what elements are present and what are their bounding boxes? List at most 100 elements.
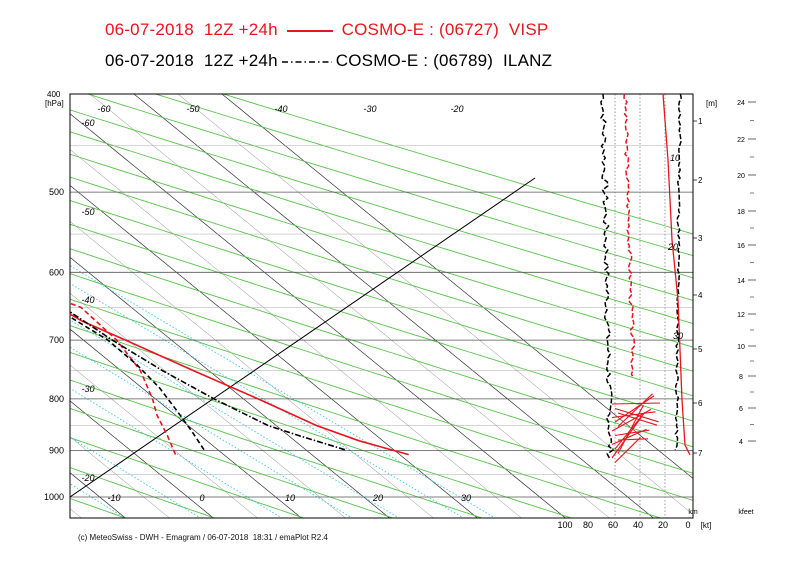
sounding-curves (70, 302, 409, 456)
wind-barb-visp (617, 404, 644, 454)
wind-barb-visp (614, 395, 655, 423)
mixing-ratio-line (70, 319, 400, 518)
title-station: ILANZ (503, 51, 553, 70)
background-grid (0, 71, 693, 519)
skew-temperature-label: -20 (450, 104, 463, 114)
wind-speed-visp (662, 93, 691, 456)
temperature-tick-label: 20 (372, 493, 383, 503)
temperature-tick-label: -10 (107, 493, 120, 503)
wind-tick-label: 0 (685, 520, 690, 530)
wind-axis-unit: [kt] (701, 521, 712, 530)
title-line-visp: 06-07-2018 12Z +24h COSMO-E : (06727) VI… (105, 20, 548, 40)
wind-tick-label: 100 (557, 520, 572, 530)
height-tick-label: 2 (698, 176, 703, 185)
mixing-ratio-line (70, 387, 283, 518)
dry-adiabat-line (0, 71, 37, 518)
kfeet-tick-label: 6 (739, 406, 743, 413)
pressure-tick-label: 700 (49, 335, 64, 345)
pressure-tick-label: 900 (49, 446, 64, 456)
isotherm-line (70, 364, 258, 518)
pressure-tick-label: 1000 (44, 492, 64, 502)
title-run: 12Z +24h (203, 20, 278, 39)
skew-temperature-label: -60 (81, 118, 94, 128)
wind-barb-visp (614, 429, 650, 437)
title-date: 06-07-2018 (105, 51, 194, 70)
kfeet-axis-label: kfeet (738, 509, 753, 516)
title-station: VISP (508, 20, 549, 39)
isotherm-line (70, 508, 82, 518)
kfeet-tick-label: 14 (737, 278, 745, 285)
mixing-ratio-line (70, 436, 202, 518)
wind-tick-label: 60 (608, 520, 618, 530)
wind-tick-label: 40 (633, 520, 643, 530)
height-tick-label: 4 (698, 291, 703, 300)
pressure-tick-label: 500 (49, 187, 64, 197)
dry-adiabat-line (70, 467, 216, 518)
skew-temperature-label: -60 (97, 104, 110, 114)
wind-barb-visp (614, 437, 641, 463)
isotherm-line (0, 94, 37, 518)
pressure-axis-unit-top: 400 (47, 90, 61, 99)
isotherm-line (70, 113, 566, 518)
wind-barb-visp (611, 415, 643, 459)
dry-adiabat-line (70, 223, 693, 422)
height-axis-km-label: km (688, 509, 698, 516)
pressure-axis-unit: [hPa] (45, 99, 64, 108)
wind-barb-visp (611, 411, 656, 419)
plot-frame (69, 93, 694, 519)
title-date: 06-07-2018 (105, 20, 194, 39)
isotherm-line (70, 185, 478, 518)
dry-adiabat-line (153, 94, 693, 257)
dry-adiabat-line (70, 153, 693, 348)
mixing-ratio-label: 10 (670, 153, 680, 163)
height-tick-label: 6 (698, 399, 703, 408)
title-model: COSMO-E : (06789) (335, 51, 494, 70)
kfeet-tick-label: 24 (737, 100, 745, 107)
dry-adiabat-line (70, 199, 693, 397)
isotherm-line (70, 149, 522, 518)
height-tick-label: 5 (698, 345, 703, 354)
title-model: COSMO-E : (06727) (341, 20, 500, 39)
title-run: 12Z +24h (203, 51, 278, 70)
dry-adiabat-line (70, 109, 693, 301)
wind-profile (600, 93, 691, 463)
title-line-ilanz: 06-07-2018 12Z +24h COSMO-E : (06789) ILA… (105, 51, 552, 71)
isotherm-line (70, 221, 434, 518)
pressure-tick-label: 600 (49, 267, 64, 277)
isotherm-line (177, 94, 693, 515)
dry-adiabat-line (70, 176, 693, 372)
mixing-ratio-label: 30 (673, 331, 683, 341)
skew-temperature-label: -50 (186, 104, 199, 114)
temperature-tick-label: 30 (461, 493, 471, 503)
skew-temperature-label: -20 (81, 473, 94, 483)
height-tick-label: 3 (698, 234, 703, 243)
dry-adiabat-line (221, 94, 693, 235)
mixing-ratio-line (70, 265, 496, 518)
wind-barb-visp (611, 428, 647, 446)
dry-adiabat-line (70, 351, 573, 518)
legend-solid-line-sample (286, 29, 333, 32)
isotherm-line (70, 328, 302, 518)
skew-temperature-label: -50 (81, 207, 94, 217)
height-axis-unit: [m] (706, 99, 717, 108)
kfeet-tick-label: 18 (737, 209, 745, 216)
skew-temperature-label: -40 (81, 295, 94, 305)
dry-adiabat-line (86, 94, 693, 279)
isotherm-line (70, 256, 390, 518)
dry-adiabat-line (70, 379, 484, 518)
footer-credit: (c) MeteoSwiss - DWH - Emagram / 06-07-2… (78, 533, 328, 542)
isotherm-line (221, 94, 693, 479)
mixing-ratio-line (0, 83, 55, 519)
kfeet-tick-label: 22 (737, 137, 745, 144)
wind-profile-visp-a (623, 93, 636, 379)
wind-barb-visp (614, 407, 659, 423)
temperature-tick-label: 10 (285, 493, 295, 503)
series-line-ilanz-temperature (70, 310, 346, 451)
wind-barb-visp (611, 402, 661, 405)
dry-adiabat-line (70, 248, 693, 448)
wind-tick-label: 80 (583, 520, 593, 530)
skew-temperature-label: -30 (363, 104, 376, 114)
dry-adiabat-line (70, 298, 693, 501)
